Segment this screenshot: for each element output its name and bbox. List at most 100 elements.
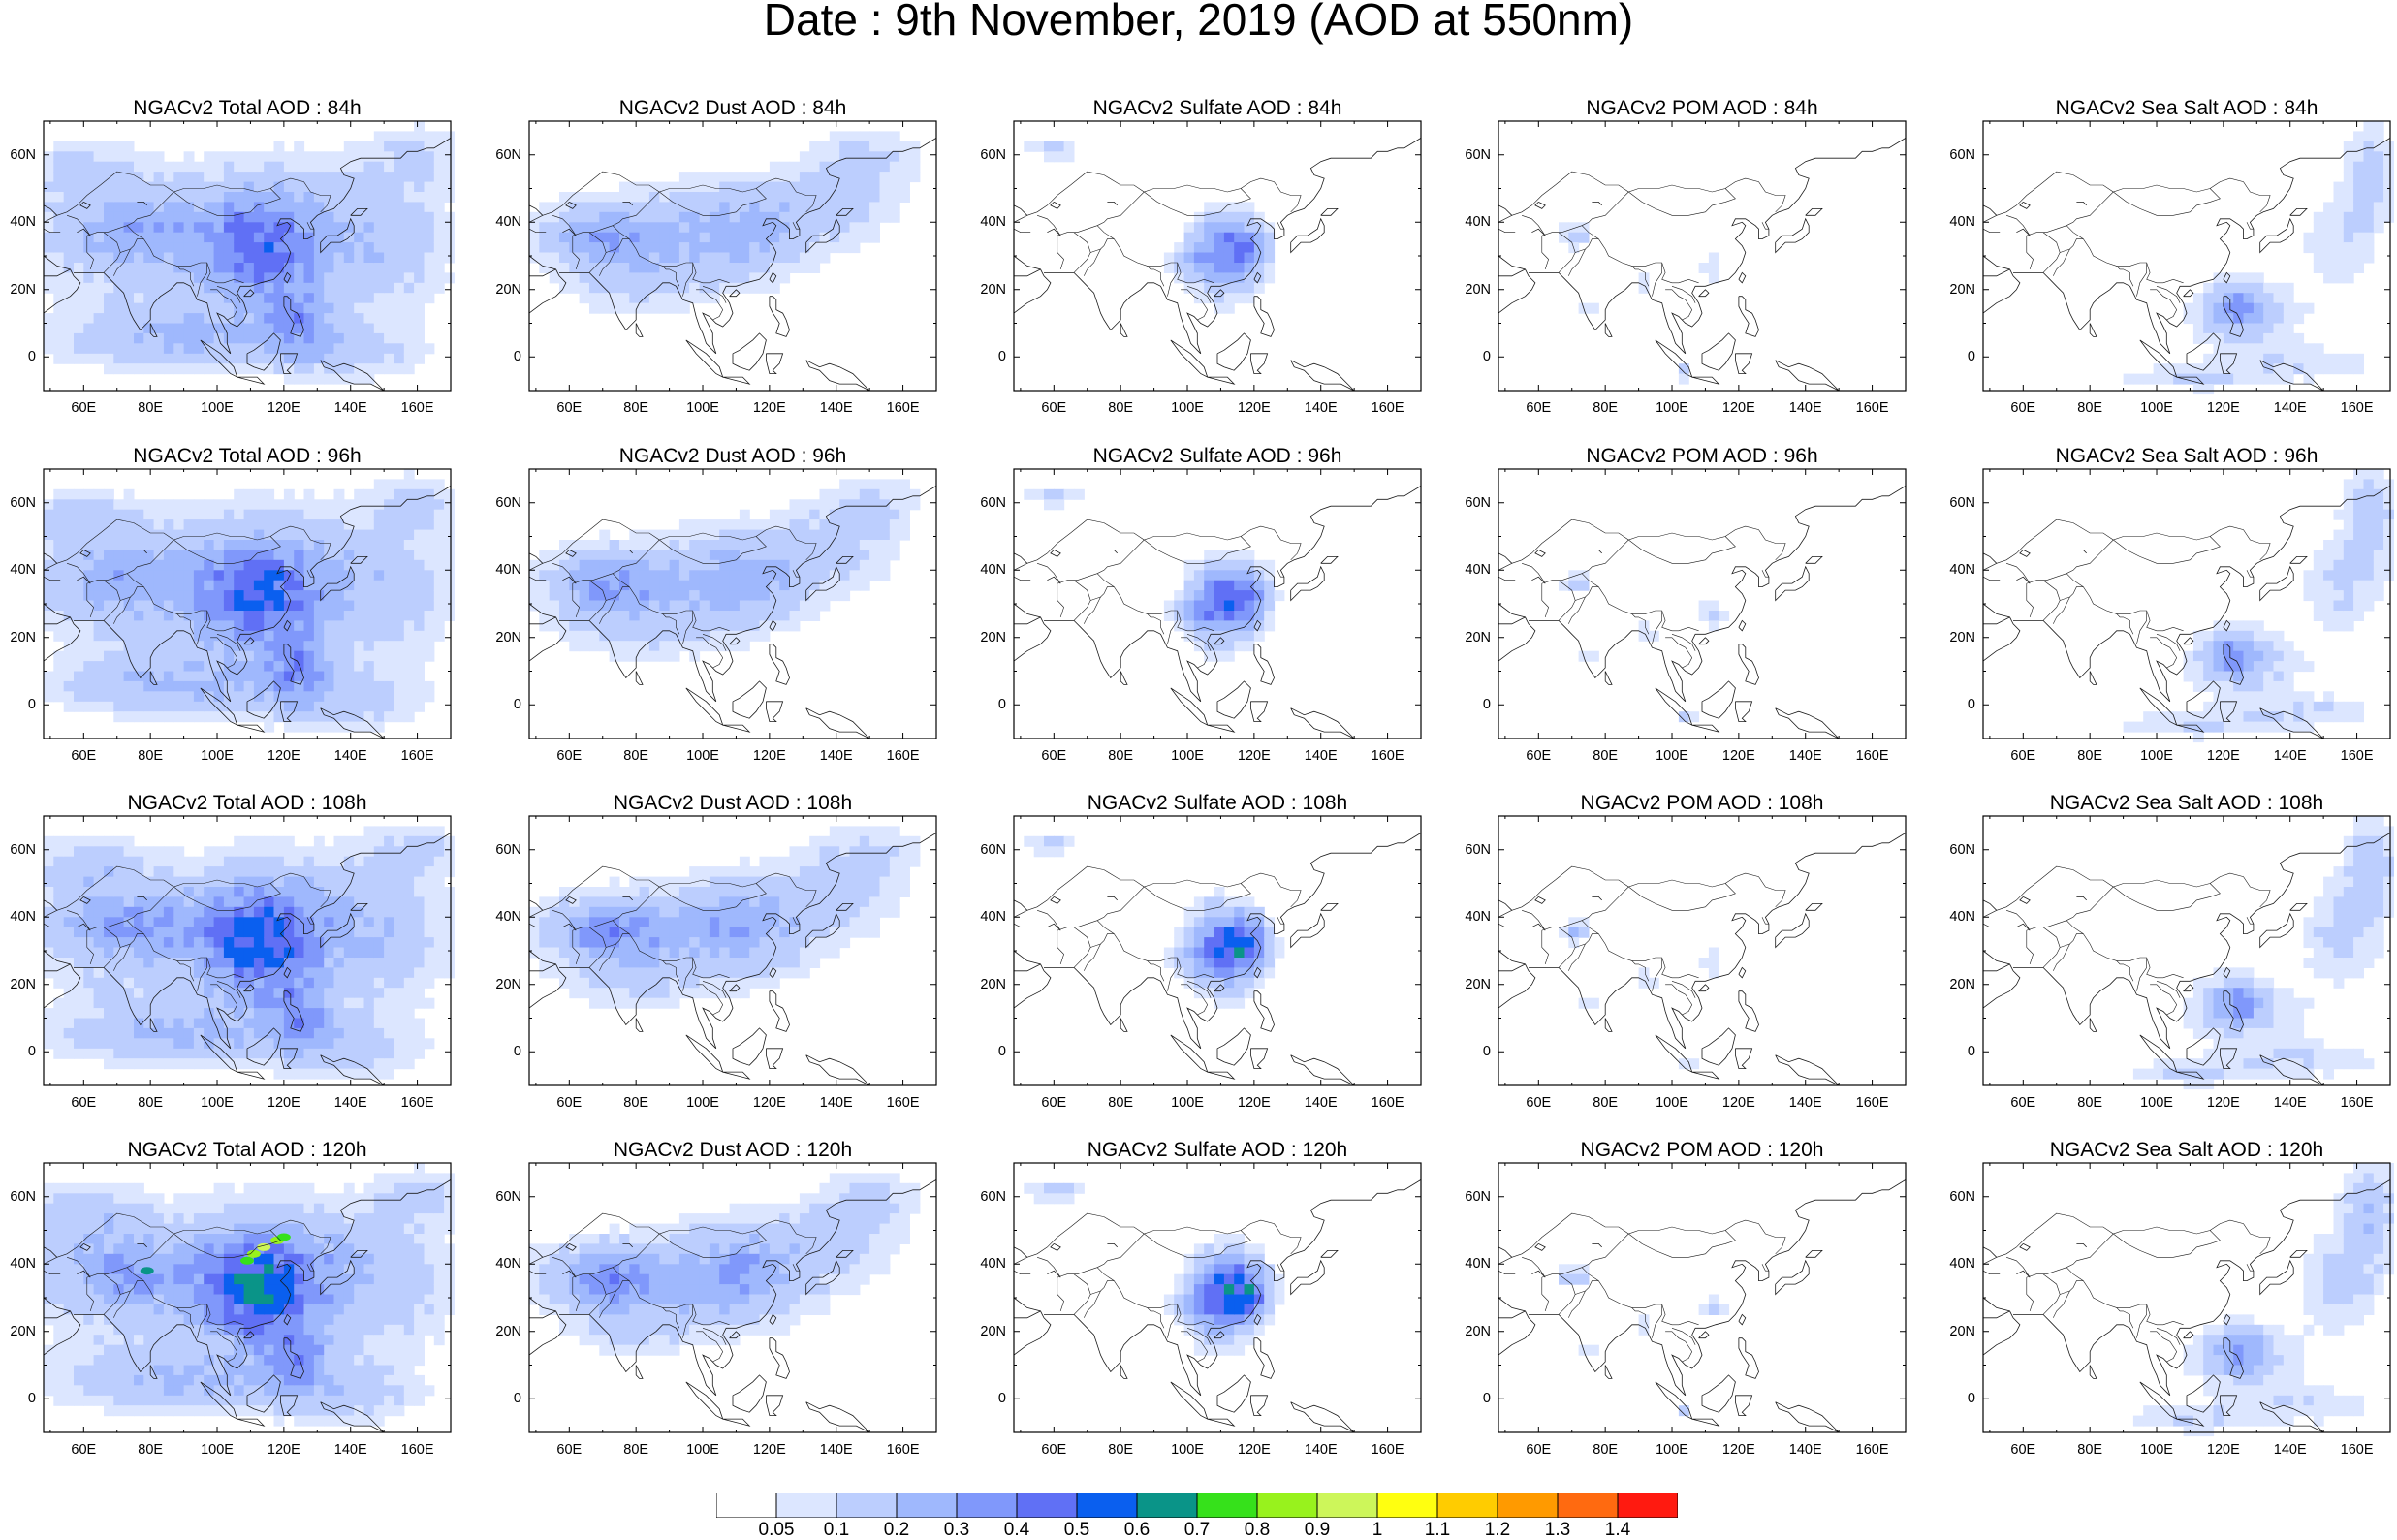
y-tick-label: 40N: [1452, 1256, 1491, 1272]
x-tick-label: 60E: [1041, 1442, 1066, 1458]
y-tick-label: 0: [1452, 1391, 1491, 1406]
x-tick-label: 100E: [1656, 1095, 1688, 1111]
x-tick-label: 60E: [2010, 1095, 2035, 1111]
y-tick-label: 0: [1452, 1044, 1491, 1059]
colorbar-swatch: [836, 1493, 897, 1518]
y-tick-label: 20N: [1937, 282, 1975, 298]
y-tick-label: 0: [1937, 1044, 1975, 1059]
y-tick-label: 40N: [1937, 562, 1975, 578]
x-tick-label: 120E: [1722, 400, 1755, 416]
y-tick-label: 60N: [483, 147, 521, 163]
aod-map: [1014, 816, 1421, 1085]
x-tick-label: 80E: [1108, 400, 1133, 416]
colorbar-swatch: [1077, 1493, 1137, 1518]
aod-field: [1559, 570, 1729, 722]
x-tick-label: 140E: [1789, 748, 1822, 764]
y-tick-label: 60N: [967, 495, 1006, 511]
y-tick-label: 40N: [0, 214, 36, 230]
x-tick-label: 160E: [1856, 400, 1889, 416]
x-tick-label: 120E: [2207, 1095, 2240, 1111]
colorbar-label: 1.2: [1485, 1521, 1510, 1540]
x-tick-label: 100E: [2140, 400, 2173, 416]
aod-map: [529, 816, 936, 1085]
aod-map: [1014, 121, 1421, 391]
x-tick-label: 100E: [1171, 748, 1204, 764]
y-tick-label: 0: [483, 697, 521, 712]
x-tick-label: 100E: [1171, 1095, 1204, 1111]
y-tick-label: 40N: [483, 214, 521, 230]
colorbar-label: 1.4: [1605, 1521, 1630, 1540]
y-tick-label: 20N: [483, 282, 521, 298]
x-tick-label: 120E: [753, 400, 786, 416]
colorbar-swatch: [1317, 1493, 1377, 1518]
x-tick-label: 160E: [887, 1095, 920, 1111]
panel-title: NGACv2 Total AOD : 120h: [5, 1140, 489, 1161]
x-tick-label: 140E: [820, 748, 853, 764]
x-tick-label: 60E: [71, 748, 96, 764]
x-tick-label: 100E: [686, 748, 719, 764]
x-tick-label: 140E: [820, 400, 853, 416]
y-tick-label: 0: [0, 697, 36, 712]
x-tick-label: 80E: [623, 748, 648, 764]
colorbar-label: 0.9: [1305, 1521, 1330, 1540]
colorbar-label: 0.5: [1064, 1521, 1089, 1540]
x-tick-label: 80E: [623, 1095, 648, 1111]
x-tick-label: 100E: [1656, 400, 1688, 416]
x-tick-label: 120E: [1238, 1095, 1271, 1111]
y-tick-label: 60N: [1937, 842, 1975, 858]
x-tick-label: 120E: [2207, 400, 2240, 416]
aod-map: [529, 469, 936, 739]
panel-title: NGACv2 Dust AOD : 108h: [490, 793, 975, 814]
aod-map: [1014, 1163, 1421, 1432]
x-tick-label: 160E: [2341, 1095, 2374, 1111]
y-tick-label: 0: [0, 1044, 36, 1059]
x-tick-label: 120E: [1238, 1442, 1271, 1458]
x-tick-label: 80E: [623, 400, 648, 416]
x-tick-label: 100E: [2140, 1095, 2173, 1111]
colorbar-swatch: [1197, 1493, 1257, 1518]
x-tick-label: 80E: [1593, 1442, 1618, 1458]
x-tick-label: 120E: [753, 1095, 786, 1111]
x-tick-label: 120E: [268, 1442, 300, 1458]
x-tick-label: 160E: [2341, 400, 2374, 416]
map-frame: [1498, 121, 1906, 391]
y-tick-label: 20N: [1452, 282, 1491, 298]
panel-title: NGACv2 Sea Salt AOD : 84h: [1944, 98, 2397, 119]
y-tick-label: 20N: [1937, 630, 1975, 645]
x-tick-label: 160E: [401, 1095, 434, 1111]
colorbar-label: 0.2: [884, 1521, 909, 1540]
colorbar-label: 1.3: [1545, 1521, 1570, 1540]
y-tick-label: 20N: [967, 282, 1006, 298]
x-tick-label: 80E: [1108, 748, 1133, 764]
y-tick-label: 60N: [1452, 842, 1491, 858]
aod-field: [2124, 469, 2394, 742]
x-tick-label: 80E: [1108, 1095, 1133, 1111]
y-tick-label: 20N: [0, 282, 36, 298]
y-tick-label: 60N: [483, 1189, 521, 1205]
aod-map: [1498, 121, 1906, 391]
y-tick-label: 0: [0, 349, 36, 364]
aod-field: [1559, 1264, 1729, 1416]
y-tick-label: 40N: [483, 562, 521, 578]
aod-map: [1983, 121, 2390, 391]
colorbar-swatch: [1437, 1493, 1498, 1518]
panel-title: NGACv2 Sulfate AOD : 96h: [975, 446, 1460, 467]
colorbar-swatch: [897, 1493, 957, 1518]
x-tick-label: 100E: [686, 1442, 719, 1458]
x-tick-label: 140E: [1789, 1442, 1822, 1458]
y-tick-label: 40N: [1937, 1256, 1975, 1272]
x-tick-label: 60E: [71, 1095, 96, 1111]
x-tick-label: 80E: [2077, 1095, 2102, 1111]
x-tick-label: 120E: [753, 748, 786, 764]
panel-title: NGACv2 Dust AOD : 120h: [490, 1140, 975, 1161]
x-tick-label: 120E: [1722, 1442, 1755, 1458]
x-tick-label: 160E: [1856, 1442, 1889, 1458]
y-tick-label: 60N: [0, 842, 36, 858]
colorbar-swatch: [1618, 1493, 1678, 1518]
